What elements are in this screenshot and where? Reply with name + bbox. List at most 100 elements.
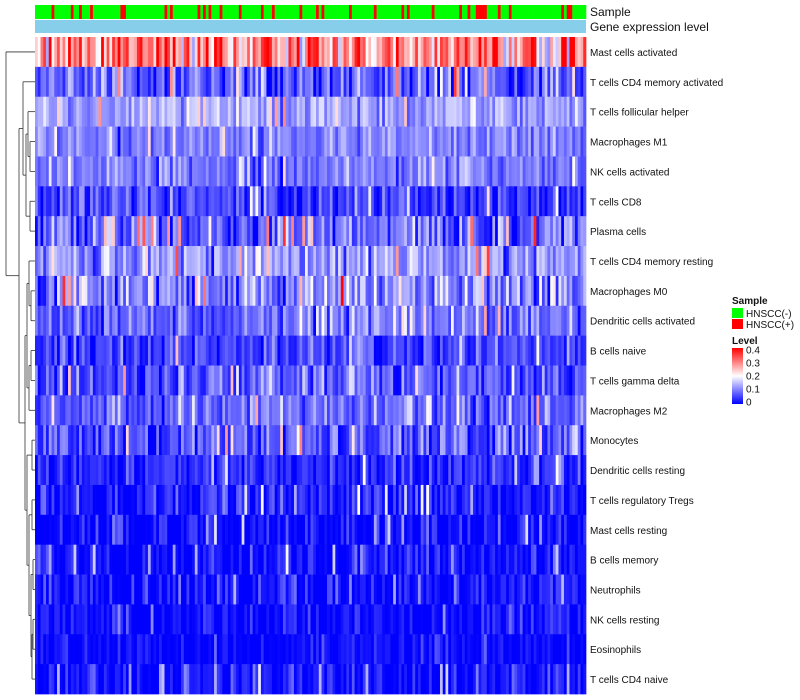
heatmap-cell bbox=[401, 216, 405, 247]
heatmap-cell bbox=[329, 275, 333, 307]
heatmap-cell bbox=[335, 186, 339, 217]
heatmap-cell bbox=[464, 455, 468, 486]
heatmap-cell bbox=[349, 246, 353, 277]
heatmap-cell bbox=[117, 395, 121, 426]
heatmap-cell bbox=[492, 604, 496, 635]
heatmap-cell bbox=[131, 484, 135, 516]
heatmap-cell bbox=[547, 66, 551, 98]
heatmap-cell bbox=[401, 37, 405, 68]
heatmap-cell bbox=[46, 126, 50, 157]
heatmap-cell bbox=[357, 425, 361, 456]
heatmap-cell bbox=[167, 514, 171, 546]
heatmap-cell bbox=[76, 514, 80, 546]
heatmap-cell bbox=[508, 634, 512, 665]
heatmap-cell bbox=[533, 634, 537, 665]
heatmap-cell bbox=[448, 425, 452, 456]
heatmap-cell bbox=[412, 604, 416, 635]
heatmap-cell bbox=[247, 37, 251, 68]
heatmap-cell bbox=[236, 664, 240, 695]
heatmap-cell bbox=[147, 634, 152, 665]
heatmap-cell bbox=[338, 574, 342, 605]
sample-annotation-cell bbox=[98, 5, 102, 19]
heatmap-cell bbox=[420, 126, 424, 157]
heatmap-cell bbox=[81, 246, 85, 277]
heatmap-cell bbox=[442, 544, 446, 575]
heatmap-cell bbox=[181, 275, 185, 307]
heatmap-cell bbox=[230, 484, 234, 516]
heatmap-cell bbox=[225, 335, 229, 366]
heatmap-cell bbox=[192, 275, 196, 307]
sample-annotation-cell bbox=[92, 5, 96, 19]
heatmap-cell bbox=[365, 425, 369, 456]
heatmap-cell bbox=[51, 275, 55, 307]
sample-annotation-cell bbox=[244, 5, 248, 19]
heatmap-cell bbox=[164, 216, 168, 247]
heatmap-cell bbox=[134, 66, 138, 98]
heatmap-cell bbox=[238, 664, 242, 695]
heatmap-cell bbox=[164, 335, 168, 366]
heatmap-cell bbox=[288, 126, 292, 157]
heatmap-cell bbox=[57, 455, 61, 486]
heatmap-cell bbox=[233, 335, 237, 366]
heatmap-cell bbox=[346, 484, 350, 516]
row-label: T cells CD8 bbox=[590, 197, 642, 208]
heatmap-cell bbox=[48, 484, 52, 516]
heatmap-cell bbox=[351, 156, 355, 187]
heatmap-cell bbox=[437, 634, 441, 665]
heatmap-cell bbox=[296, 275, 300, 307]
heatmap-cell bbox=[205, 275, 209, 307]
heatmap-cell bbox=[467, 246, 471, 277]
heatmap-cell bbox=[280, 664, 284, 695]
heatmap-cell bbox=[241, 425, 245, 456]
heatmap-cell bbox=[62, 335, 66, 366]
heatmap-cell bbox=[415, 305, 419, 336]
heatmap-cell bbox=[247, 156, 251, 187]
heatmap-cell bbox=[464, 96, 468, 127]
heatmap-cell bbox=[208, 425, 212, 456]
heatmap-cell bbox=[147, 275, 152, 307]
heatmap-cell bbox=[216, 186, 220, 217]
heatmap-cell bbox=[406, 216, 411, 247]
heatmap-cell bbox=[216, 156, 220, 187]
heatmap-cell bbox=[462, 96, 466, 127]
heatmap-cell bbox=[536, 305, 540, 336]
heatmap-cell bbox=[497, 275, 501, 307]
heatmap-cell bbox=[230, 455, 234, 486]
heatmap-cell bbox=[417, 305, 422, 336]
heatmap-cell bbox=[285, 455, 289, 486]
heatmap-cell bbox=[316, 634, 320, 665]
heatmap-cell bbox=[175, 66, 179, 98]
heatmap-cell bbox=[489, 365, 493, 396]
heatmap-cell bbox=[423, 634, 427, 665]
heatmap-cell bbox=[332, 305, 336, 336]
heatmap-cell bbox=[90, 275, 94, 307]
heatmap-cell bbox=[478, 305, 482, 336]
heatmap-cell bbox=[459, 156, 463, 187]
heatmap-cell bbox=[572, 305, 576, 336]
heatmap-cell bbox=[530, 335, 535, 366]
heatmap-cell bbox=[563, 425, 568, 456]
heatmap-cell bbox=[54, 216, 58, 247]
heatmap-cell bbox=[384, 335, 388, 366]
heatmap-cell bbox=[302, 664, 306, 695]
heatmap-cell bbox=[409, 365, 413, 396]
heatmap-cell bbox=[59, 484, 63, 516]
heatmap-cell bbox=[329, 544, 333, 575]
heatmap-cell bbox=[161, 186, 165, 217]
heatmap-cell bbox=[68, 574, 72, 605]
heatmap-cell bbox=[451, 246, 455, 277]
heatmap-cell bbox=[406, 37, 411, 68]
sample-annotation-cell bbox=[280, 5, 284, 19]
heatmap-cell bbox=[387, 186, 391, 217]
heatmap-cell bbox=[167, 305, 171, 336]
heatmap-cell bbox=[255, 574, 259, 605]
heatmap-cell bbox=[434, 305, 438, 336]
heatmap-cell bbox=[134, 186, 138, 217]
sample-annotation-cell bbox=[503, 5, 507, 19]
heatmap-cell bbox=[158, 246, 163, 277]
heatmap-cell bbox=[517, 664, 521, 695]
heatmap-cell bbox=[379, 96, 383, 127]
row-label: Macrophages M0 bbox=[590, 287, 668, 298]
heatmap-cell bbox=[338, 455, 342, 486]
heatmap-cell bbox=[225, 246, 229, 277]
